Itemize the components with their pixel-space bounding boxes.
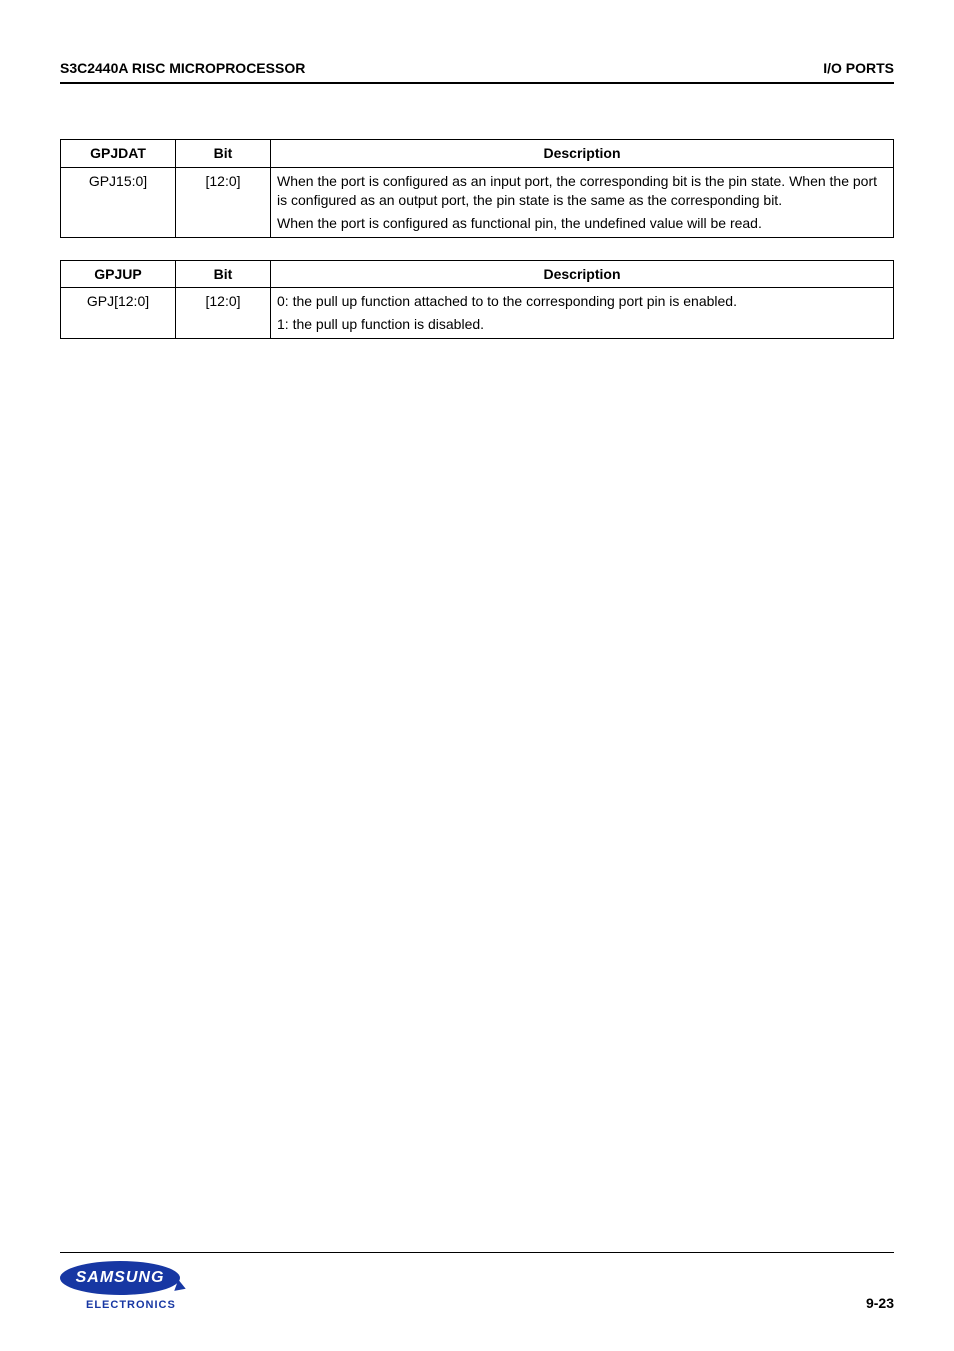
table-row: GPJ[12:0] [12:0] 0: the pull up function… [61, 288, 894, 339]
col-gpjup: GPJUP [61, 260, 176, 288]
footer-row: SAMSUNG ELECTRONICS 9-23 [60, 1261, 894, 1311]
page: S3C2440A RISC MICROPROCESSOR I/O PORTS G… [0, 0, 954, 1351]
col-description: Description [271, 140, 894, 168]
gpjdat-description: When the port is configured as an input … [271, 167, 894, 237]
table-header-row: GPJUP Bit Description [61, 260, 894, 288]
gpjup-bit: [12:0] [176, 288, 271, 339]
gpjup-table: GPJUP Bit Description GPJ[12:0] [12:0] 0… [60, 260, 894, 340]
header-right: I/O PORTS [823, 60, 894, 76]
gpjup-desc-line2: 1: the pull up function is disabled. [277, 315, 887, 334]
gpjdat-name: GPJ15:0] [61, 167, 176, 237]
samsung-logo-subtext: ELECTRONICS [86, 1299, 176, 1311]
gpjup-name: GPJ[12:0] [61, 288, 176, 339]
col-description: Description [271, 260, 894, 288]
table-header-row: GPJDAT Bit Description [61, 140, 894, 168]
samsung-logo-text: SAMSUNG [76, 1269, 165, 1287]
samsung-logo: SAMSUNG ELECTRONICS [60, 1261, 180, 1311]
table-row: GPJ15:0] [12:0] When the port is configu… [61, 167, 894, 237]
gpjdat-desc-line2: When the port is configured as functiona… [277, 214, 887, 233]
samsung-logo-oval: SAMSUNG [60, 1261, 180, 1295]
gpjdat-bit: [12:0] [176, 167, 271, 237]
gpjup-desc-line1: 0: the pull up function attached to to t… [277, 292, 887, 311]
gpjdat-table: GPJDAT Bit Description GPJ15:0] [12:0] W… [60, 139, 894, 238]
gpjdat-desc-line1: When the port is configured as an input … [277, 172, 887, 210]
header-rule [60, 82, 894, 84]
page-footer: SAMSUNG ELECTRONICS 9-23 [60, 1252, 894, 1311]
page-header: S3C2440A RISC MICROPROCESSOR I/O PORTS [60, 60, 894, 82]
col-bit: Bit [176, 140, 271, 168]
col-gpjdat: GPJDAT [61, 140, 176, 168]
page-number: 9-23 [866, 1295, 894, 1311]
header-left: S3C2440A RISC MICROPROCESSOR [60, 60, 305, 76]
footer-rule [60, 1252, 894, 1253]
gpjup-description: 0: the pull up function attached to to t… [271, 288, 894, 339]
col-bit: Bit [176, 260, 271, 288]
